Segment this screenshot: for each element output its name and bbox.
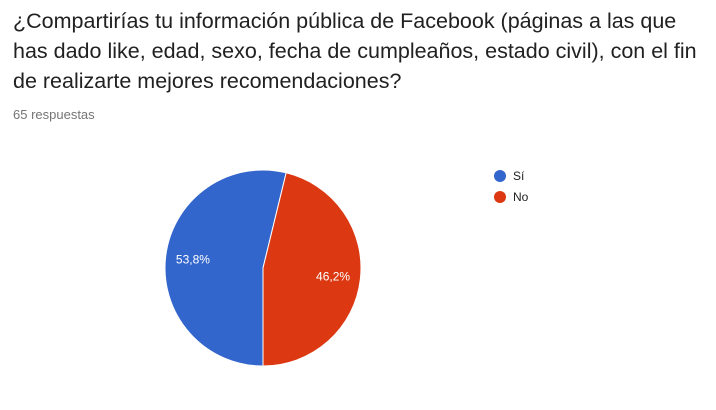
slice-label-si: 53,8% [176, 253, 210, 267]
legend-swatch-no [494, 191, 506, 203]
pie-slice-no[interactable] [262, 172, 362, 367]
legend: Sí No [494, 169, 529, 204]
legend-swatch-si [494, 170, 506, 182]
pie-labels: 53,8% 46,2% [176, 253, 350, 284]
question-title: ¿Compartirías tu información pública de … [13, 9, 697, 93]
pie-slice-si[interactable] [164, 169, 287, 367]
response-count: 65 respuestas [13, 107, 95, 122]
legend-label-no[interactable]: No [513, 190, 529, 204]
legend-label-si[interactable]: Sí [513, 169, 525, 183]
slice-label-no: 46,2% [316, 269, 350, 283]
pie-slices [164, 169, 362, 367]
